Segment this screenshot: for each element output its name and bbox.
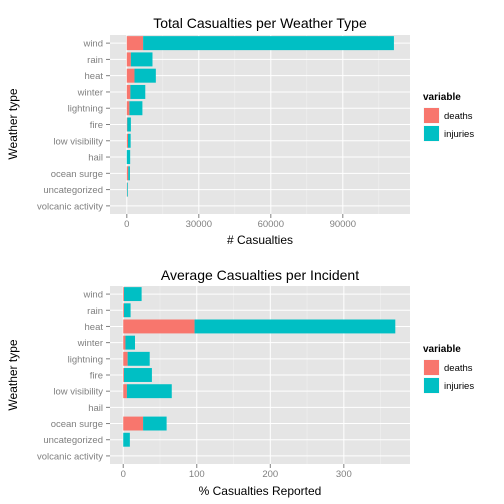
y-tick-label-low-visibility: low visibility [53, 136, 103, 147]
y-tick-label-hail: hail [88, 403, 103, 414]
y-tick-label-uncategorized: uncategorized [43, 185, 103, 196]
chart-average-casualties: wind rain heat winter lightning fire low visib… [6, 267, 474, 498]
legend-swatch-injuries [424, 126, 439, 141]
x-tick-label: 60000 [258, 219, 284, 230]
bar-injuries-winter [130, 84, 146, 99]
y-tick-label-fire: fire [90, 371, 103, 382]
y-tick-label-wind: wind [82, 39, 103, 50]
bar-deaths-ocean-surge [123, 416, 144, 431]
x-tick-label: 100 [189, 469, 205, 480]
y-tick-label-hail: hail [88, 153, 103, 164]
y-tick-label-heat: heat [85, 322, 104, 333]
chart-total-casualties: wind rain heat winter lightning fire low visib… [6, 15, 474, 247]
bar-injuries-wind [123, 287, 142, 302]
y-tick-label-fire: fire [90, 120, 103, 131]
bar-injuries-lightning [129, 101, 143, 116]
legend: variable deaths injuries [422, 92, 474, 143]
y-tick-label-rain: rain [87, 306, 103, 317]
bar-injuries-rain [130, 52, 153, 67]
bar-deaths-lightning [123, 351, 128, 366]
bar-deaths-wind [123, 287, 124, 302]
bar-injuries-low-visibility [128, 133, 131, 148]
bar-injuries-low-visibility [126, 384, 172, 399]
bar-injuries-uncategorized [127, 182, 128, 197]
legend-title: variable [423, 92, 461, 103]
y-tick-label-ocean-surge: ocean surge [51, 169, 103, 180]
legend-swatch-deaths [424, 108, 439, 123]
legend-swatch-deaths [424, 360, 439, 375]
legend-swatch-injuries [424, 378, 439, 393]
x-tick-label: 300 [336, 469, 352, 480]
legend-label-injuries: injuries [444, 129, 474, 140]
chart-title: Average Casualties per Incident [161, 267, 359, 283]
bar-injuries-fire [127, 117, 131, 132]
bar-injuries-lightning [127, 351, 150, 366]
y-tick-label-lightning: lightning [68, 354, 103, 365]
legend-label-injuries: injuries [444, 381, 474, 392]
y-tick-label-winter: winter [77, 87, 103, 98]
y-tick-label-heat: heat [85, 71, 104, 82]
y-tick-label-winter: winter [77, 338, 103, 349]
bar-injuries-rain [123, 303, 131, 318]
bar-injuries-heat [194, 319, 396, 334]
bar-deaths-heat [126, 68, 135, 83]
legend-title: variable [423, 344, 461, 355]
y-tick-label-rain: rain [87, 55, 103, 66]
y-tick-label-volcanic-activity: volcanic activity [37, 201, 103, 212]
bar-deaths-low-visibility [126, 133, 128, 148]
y-tick-label-volcanic-activity: volcanic activity [37, 451, 103, 462]
y-tick-label-low-visibility: low visibility [53, 387, 103, 398]
bar-injuries-ocean-surge [128, 166, 130, 181]
bar-injuries-wind [143, 36, 394, 51]
bar-deaths-heat [123, 319, 195, 334]
legend-label-deaths: deaths [444, 111, 473, 122]
x-tick-label: 0 [124, 219, 129, 230]
x-tick-label: 30000 [186, 219, 212, 230]
x-tick-label: 200 [262, 469, 278, 480]
y-axis-title: Weather type [6, 339, 20, 410]
bar-deaths-winter [123, 335, 126, 350]
x-tick-label: 0 [121, 469, 126, 480]
bar-injuries-uncategorized [123, 432, 130, 447]
y-tick-label-uncategorized: uncategorized [43, 435, 103, 446]
legend-label-deaths: deaths [444, 363, 473, 374]
y-tick-label-ocean-surge: ocean surge [51, 419, 103, 430]
bar-deaths-winter [126, 84, 131, 99]
bar-deaths-fire [126, 117, 128, 132]
bar-deaths-ocean-surge [126, 166, 129, 181]
y-tick-label-lightning: lightning [68, 104, 103, 115]
y-axis-title: Weather type [6, 88, 20, 159]
bar-deaths-wind [126, 36, 144, 51]
bar-deaths-rain [126, 52, 131, 67]
bar-deaths-fire [123, 368, 124, 382]
legend: variable deaths injuries [422, 344, 474, 395]
bar-injuries-fire [123, 368, 152, 382]
bar-injuries-hail [126, 150, 131, 165]
bar-deaths-rain [123, 303, 124, 318]
chart-title: Total Casualties per Weather Type [153, 15, 367, 31]
x-axis-title: # Casualties [227, 233, 293, 247]
bar-deaths-low-visibility [123, 384, 127, 399]
x-axis-title: % Casualties Reported [199, 484, 322, 498]
bar-injuries-heat [134, 68, 156, 83]
x-tick-label: 90000 [330, 219, 356, 230]
bar-deaths-lightning [126, 101, 130, 116]
y-tick-label-wind: wind [82, 290, 103, 301]
bar-injuries-winter [125, 335, 135, 350]
bar-injuries-ocean-surge [143, 416, 167, 431]
